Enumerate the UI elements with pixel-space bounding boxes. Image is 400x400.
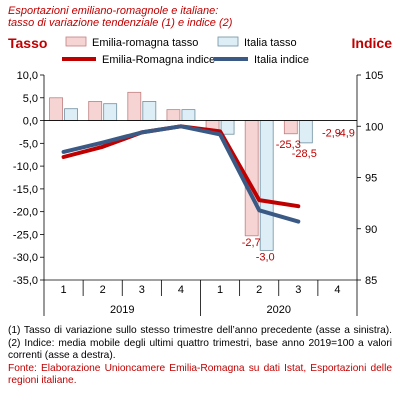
bar-1-1 bbox=[103, 103, 118, 121]
data-label-5: -4,9 bbox=[336, 128, 355, 140]
bar-0-3 bbox=[166, 109, 181, 121]
bar-1-0 bbox=[64, 108, 78, 121]
category-label: 4 bbox=[334, 284, 340, 296]
left-tick-label: 5,0 bbox=[23, 93, 38, 105]
left-tick-label: -30,0 bbox=[13, 252, 38, 264]
left-tick-label: -10,0 bbox=[13, 161, 38, 173]
bar-1-6 bbox=[298, 120, 313, 144]
category-label: 2 bbox=[256, 284, 262, 296]
bar-1-4 bbox=[220, 120, 235, 135]
left-tick-label: -15,0 bbox=[13, 184, 38, 196]
left-tick-label: -20,0 bbox=[13, 207, 38, 219]
chart-title-line-1: Esportazioni emiliano-romagnole e italia… bbox=[8, 5, 219, 17]
legend-label-3: Italia indice bbox=[254, 54, 309, 66]
right-tick-label: 105 bbox=[365, 70, 383, 82]
chart-title-line-2: tasso di variazione tendenziale (1) e in… bbox=[8, 17, 233, 29]
data-label-1: -3,0 bbox=[256, 251, 275, 263]
left-tick-label: 0,0 bbox=[23, 116, 38, 128]
legend-label-1: Italia tasso bbox=[244, 37, 297, 49]
category-label: 2 bbox=[100, 284, 106, 296]
left-tick-label: 10,0 bbox=[17, 70, 38, 82]
year-label-1: 2020 bbox=[267, 304, 291, 316]
left-tick-label: -35,0 bbox=[13, 275, 38, 287]
data-label-3: -28,5 bbox=[292, 148, 317, 160]
note-text: (1) Tasso di variazione sullo stesso tri… bbox=[8, 325, 392, 362]
category-label: 3 bbox=[295, 284, 301, 296]
category-label: 4 bbox=[178, 284, 184, 296]
data-label-0: -2,7 bbox=[242, 237, 261, 249]
legend-label-0: Emilia-romagna tasso bbox=[92, 37, 198, 49]
right-tick-label: 100 bbox=[365, 121, 383, 133]
category-label: 3 bbox=[139, 284, 145, 296]
legend-swatch-0 bbox=[65, 36, 87, 47]
legend-swatch-1 bbox=[217, 36, 239, 47]
right-tick-label: 85 bbox=[365, 275, 377, 287]
bar-0-2 bbox=[127, 91, 142, 121]
right-tick-label: 95 bbox=[365, 173, 377, 185]
bar-0-6 bbox=[283, 120, 298, 135]
bar-1-2 bbox=[142, 101, 157, 121]
chart-notes: (1) Tasso di variazione sullo stesso tri… bbox=[8, 325, 392, 388]
right-axis-title: Indice bbox=[352, 35, 393, 51]
bar-1-5 bbox=[259, 120, 274, 251]
left-tick-label: -5,0 bbox=[19, 138, 38, 150]
bar-1-3 bbox=[181, 109, 196, 121]
right-tick-label: 90 bbox=[365, 224, 377, 236]
year-label-0: 2019 bbox=[110, 304, 134, 316]
left-tick-label: -25,0 bbox=[13, 229, 38, 241]
series-line-1 bbox=[61, 124, 301, 224]
category-label: 1 bbox=[61, 284, 67, 296]
bar-0-1 bbox=[88, 101, 103, 121]
chart: Tasso Indice Emilia-romagna tasso Italia ta… bbox=[8, 35, 393, 316]
data-label-4: -2,9 bbox=[322, 128, 341, 140]
legend-label-2: Emilia-Romagna indice bbox=[102, 54, 215, 66]
data-label-2: -25,3 bbox=[276, 139, 301, 151]
source-text: Fonte: Elaborazione Unioncamere Emilia-R… bbox=[8, 362, 392, 387]
left-axis-title: Tasso bbox=[8, 35, 47, 51]
bar-0-0 bbox=[49, 97, 63, 121]
category-label: 1 bbox=[217, 284, 223, 296]
